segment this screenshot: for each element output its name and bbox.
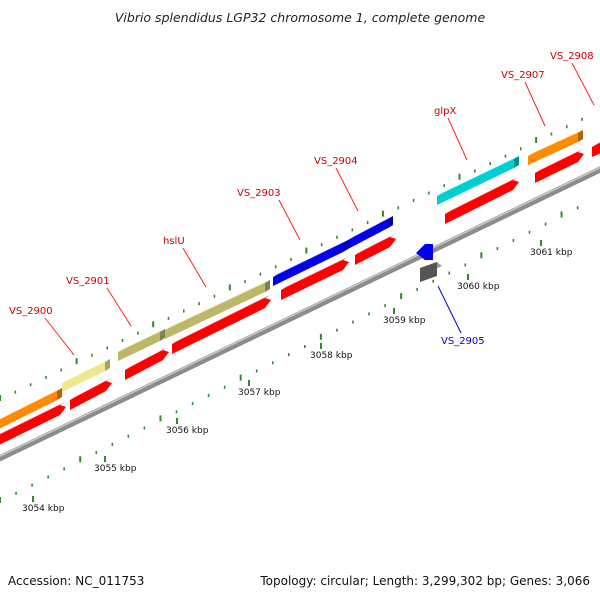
gene-box [118, 329, 165, 361]
map-title: Vibrio splendidus LGP32 chromosome 1, co… [114, 10, 486, 25]
cds-arrow [281, 257, 349, 300]
label-leader-line [106, 287, 132, 327]
kbp-tick-label: 3058 kbp [310, 351, 353, 361]
gene-box [528, 130, 583, 165]
label-leader-line [182, 247, 207, 288]
kbp-tick-label: 3054 kbp [22, 504, 65, 514]
gene-box [0, 388, 62, 429]
cds-arrow [445, 177, 519, 224]
gene-label-vs-2901: VS_2901 [66, 276, 110, 287]
reverse-strand-feature [416, 244, 442, 282]
tick-layer [0, 117, 583, 503]
gene-box [437, 156, 519, 205]
kbp-tick-label: 3060 kbp [457, 282, 500, 292]
cds-arrow [355, 234, 396, 265]
cds-arrow [172, 295, 271, 354]
summary-text: Topology: circular; Length: 3,299,302 bp… [260, 574, 590, 588]
gene-box [62, 359, 110, 392]
cds-arrow [125, 347, 169, 380]
label-leader-line [447, 117, 468, 161]
kbp-tick-label: 3055 kbp [94, 464, 137, 474]
kbp-tick-label: 3059 kbp [383, 316, 426, 326]
gene-label-vs-2900: VS_2900 [9, 306, 53, 317]
gene-label-vs-2908: VS_2908 [550, 51, 594, 62]
kbp-tick-label: 3057 kbp [238, 388, 281, 398]
cds-arrow [70, 378, 112, 410]
label-leader-line [335, 167, 359, 212]
gene-label-vs-2907: VS_2907 [501, 70, 545, 81]
label-leader-line [44, 317, 75, 356]
labels-layer: 3054 kbp 3055 kbp 3056 kbp 3057 kbp 3058 kbp… [9, 51, 595, 514]
features-layer [0, 130, 600, 445]
gene-label-vs-2903: VS_2903 [237, 188, 281, 199]
label-leader-line [278, 199, 301, 241]
gene-box [165, 280, 270, 339]
gene-label-hslu: hslU [163, 236, 185, 247]
accession-text: Accession: NC_011753 [8, 574, 145, 588]
cds-arrow [592, 142, 600, 157]
label-leader-line [571, 62, 595, 106]
gene-box [273, 240, 348, 286]
cds-arrow [0, 402, 66, 445]
gene-label-vs-2904: VS_2904 [314, 156, 358, 167]
cds-arrow [535, 149, 584, 183]
kbp-tick-label: 3056 kbp [166, 426, 209, 436]
gene-label-glpx: glpX [434, 106, 456, 117]
gene-label-vs-2905: VS_2905 [441, 336, 485, 347]
lower-tick-row [0, 206, 579, 503]
label-leader-line [524, 81, 546, 127]
upper-tick-row [0, 117, 583, 401]
gene-box [348, 216, 393, 249]
backbone-layer [0, 166, 600, 462]
chromosome-backbone [0, 166, 600, 462]
kbp-tick-label: 3061 kbp [530, 248, 573, 258]
label-leader-line [437, 285, 462, 334]
